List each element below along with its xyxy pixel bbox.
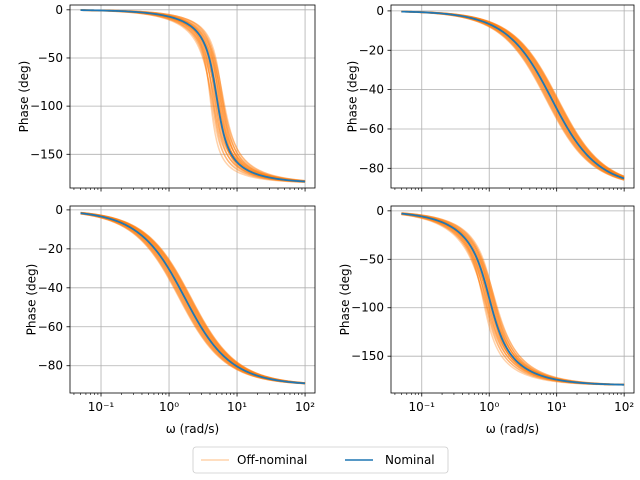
x-axis-label: ω (rad/s)	[166, 422, 219, 436]
x-tick-label: 10⁰	[159, 400, 179, 414]
nominal-line	[80, 9, 306, 183]
off-nominal-line	[80, 212, 306, 384]
y-tick-label: −100	[351, 301, 384, 315]
nominal-line	[401, 212, 625, 386]
off-nominal-line	[80, 213, 306, 385]
off-nominal-line	[80, 212, 306, 384]
y-tick-label: −80	[38, 359, 63, 373]
y-axis-label: Phase (deg)	[346, 61, 360, 133]
axes-frame	[390, 4, 635, 189]
y-tick-label: 0	[55, 203, 63, 217]
series-group	[401, 10, 625, 181]
off-nominal-line	[80, 212, 306, 385]
x-tick-label: 10¹	[547, 400, 567, 414]
off-nominal-line	[80, 211, 306, 384]
subplot-grid: 0 −50 −100 −150 Phase (deg) 0 −20 −40 −60 −80 Phas…	[17, 3, 635, 436]
legend-box	[192, 446, 449, 474]
legend-label-off-nominal: Off-nominal	[237, 453, 307, 467]
off-nominal-line	[80, 213, 306, 385]
axes-frame	[69, 4, 316, 189]
legend-label-nominal: Nominal	[385, 453, 435, 467]
off-nominal-line	[80, 212, 306, 384]
subplot-2: 0 −20 −40 −60 −80 Phase (deg)	[346, 4, 635, 192]
y-tick-label: −100	[30, 99, 63, 113]
off-nominal-line	[80, 211, 306, 384]
off-nominal-line	[80, 212, 306, 384]
y-tick-label: −40	[359, 83, 384, 97]
y-tick-label: −20	[359, 43, 384, 57]
legend: Off-nominal Nominal	[192, 446, 449, 474]
y-axis-label: Phase (deg)	[25, 264, 39, 336]
y-tick-label: −50	[38, 51, 63, 65]
x-tick-label: 10²	[295, 400, 315, 414]
subplot-1: 0 −50 −100 −150 Phase (deg)	[17, 3, 316, 192]
subplot-3: 10⁻¹ 10⁰ 10¹ 10² ω (rad/s) 0 −20 −40 −60 −80 Phase…	[25, 203, 316, 436]
off-nominal-line	[80, 211, 306, 384]
off-nominal-line	[80, 212, 306, 385]
off-nominal-line	[80, 211, 306, 384]
y-tick-label: −150	[30, 147, 63, 161]
series-group	[80, 9, 306, 183]
y-axis-label: Phase (deg)	[338, 264, 352, 336]
y-tick-label: −60	[38, 320, 63, 334]
y-tick-label: 0	[55, 3, 63, 17]
off-nominal-line	[80, 212, 306, 385]
y-tick-label: −40	[38, 281, 63, 295]
x-tick-label: 10⁰	[479, 400, 499, 414]
y-tick-label: −20	[38, 242, 63, 256]
series-group	[80, 211, 306, 385]
x-tick-label: 10²	[614, 400, 634, 414]
off-nominal-line	[80, 212, 306, 385]
off-nominal-line	[80, 211, 306, 384]
off-nominal-line	[80, 211, 306, 384]
y-tick-label: −50	[359, 252, 384, 266]
off-nominal-line	[80, 9, 306, 182]
x-tick-label: 10⁻¹	[88, 400, 115, 414]
off-nominal-line	[80, 212, 306, 384]
nominal-line	[80, 212, 306, 385]
y-tick-label: −60	[359, 122, 384, 136]
y-tick-label: 0	[376, 204, 384, 218]
off-nominal-line	[80, 212, 306, 384]
off-nominal-line	[80, 212, 306, 385]
off-nominal-line	[80, 212, 306, 385]
off-nominal-line	[80, 212, 306, 385]
y-tick-label: −80	[359, 161, 384, 175]
subplot-4: 10⁻¹ 10⁰ 10¹ 10² ω (rad/s) 0 −50 −100 −150 Phase …	[338, 204, 635, 436]
axes-frame	[69, 205, 316, 394]
x-axis-label: ω (rad/s)	[486, 422, 539, 436]
y-tick-label: −150	[351, 349, 384, 363]
off-nominal-line	[80, 212, 306, 385]
off-nominal-line	[80, 212, 306, 385]
x-tick-label: 10¹	[227, 400, 247, 414]
y-tick-label: 0	[376, 4, 384, 18]
series-group	[401, 212, 625, 386]
off-nominal-line	[80, 212, 306, 385]
y-axis-label: Phase (deg)	[17, 61, 31, 133]
axes-frame	[390, 205, 635, 394]
off-nominal-line	[80, 212, 306, 384]
nominal-line	[401, 10, 625, 180]
x-tick-label: 10⁻¹	[409, 400, 436, 414]
off-nominal-line	[80, 212, 306, 385]
